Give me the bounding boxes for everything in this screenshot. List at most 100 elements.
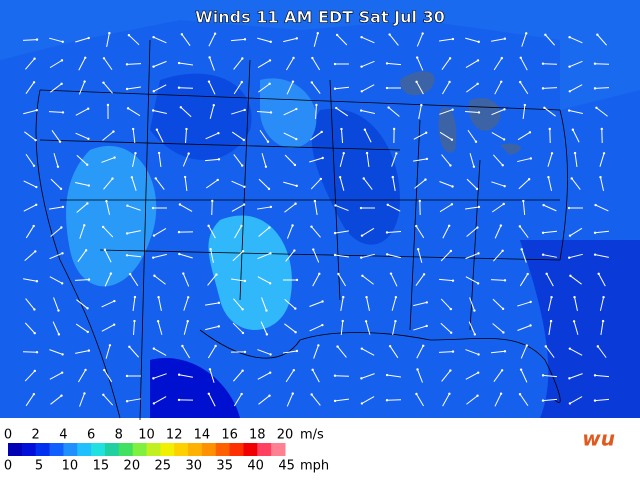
wind-arrow-head — [569, 234, 571, 236]
legend-swatch — [119, 443, 133, 456]
wind-arrow-head — [294, 164, 296, 166]
wind-arrow-head — [36, 38, 38, 40]
wind-arrow-head — [131, 176, 133, 178]
wind-arrow-head — [86, 202, 88, 204]
wind-arrow-head — [388, 33, 390, 35]
wind-arrow-head — [551, 152, 553, 154]
wind-arrow-head — [342, 296, 344, 298]
wind-arrow-head — [126, 232, 128, 234]
wind-arrow-head — [179, 203, 181, 205]
wind-arrow-head — [386, 253, 388, 255]
wind-arrow-head — [500, 393, 502, 395]
wind-arrow-head — [386, 374, 388, 376]
wind-arrow-head — [569, 402, 571, 404]
wind-arrow-head — [152, 377, 154, 379]
wind-arrow-head — [417, 248, 419, 250]
wind-arrow-head — [336, 345, 338, 347]
wind-arrow-head — [88, 37, 90, 39]
wind-arrow-head — [340, 128, 342, 130]
wind-arrow-head — [568, 36, 570, 38]
wind-arrow-head — [110, 272, 112, 274]
wind-arrow-head — [389, 345, 391, 347]
wind-arrow-head — [88, 184, 90, 186]
wind-arrow-head — [542, 63, 544, 65]
legend-swatch — [8, 443, 22, 456]
wind-arrow-head — [334, 204, 336, 206]
wind-arrow-head — [126, 400, 128, 402]
wind-arrow-head — [126, 375, 128, 377]
wind-arrow-head — [215, 273, 217, 275]
wind-arrow-head — [542, 87, 544, 89]
wind-arrow-head — [594, 87, 596, 89]
wind-arrow-head — [178, 87, 180, 89]
wind-arrow-head — [102, 226, 104, 228]
wind-arrow-head — [266, 333, 268, 335]
wind-arrow-head — [422, 345, 424, 347]
wind-arrow — [595, 64, 609, 65]
wind-arrow-head — [158, 152, 160, 154]
mph-label: 45 — [278, 459, 295, 474]
wind-arrow-head — [152, 36, 154, 38]
wind-arrow-head — [571, 177, 573, 179]
wind-arrow-head — [105, 200, 107, 202]
wind-arrow-head — [208, 80, 210, 82]
wind-arrow-head — [478, 111, 480, 113]
wind-arrow-head — [292, 80, 294, 82]
wind-arrow-head — [243, 139, 245, 141]
wind-arrow-head — [386, 87, 388, 89]
legend-swatch — [216, 443, 230, 456]
wind-arrow-head — [267, 141, 269, 143]
wind-arrow-head — [244, 38, 246, 40]
wind-arrow-head — [187, 296, 189, 298]
wind-arrow-head — [318, 273, 320, 275]
wind-arrow-head — [296, 279, 298, 281]
wind-arrow-head — [334, 400, 336, 402]
wind-arrow-head — [528, 178, 530, 180]
wind-arrow-head — [103, 57, 105, 59]
wind-arrow-head — [315, 104, 317, 106]
wind-arrow-head — [113, 156, 115, 158]
wind-arrow-head — [475, 141, 477, 143]
mph-label: 35 — [216, 459, 233, 474]
wind-arrow-head — [218, 302, 220, 304]
wind-arrow-head — [568, 207, 570, 209]
wind-arrow-head — [525, 32, 527, 34]
ms-label: 6 — [87, 428, 95, 443]
wind-arrow-head — [477, 59, 479, 61]
wind-arrow-head — [542, 399, 544, 401]
wind-arrow-head — [476, 395, 478, 397]
wind-arrow-head — [503, 203, 505, 205]
wind-arrow-head — [473, 166, 475, 168]
wind-arrow-head — [448, 81, 450, 83]
wind-arrow-head — [542, 204, 544, 206]
wind-arrow-head — [449, 57, 451, 59]
wind-arrow-head — [34, 250, 36, 252]
wind-arrow-head — [321, 300, 323, 302]
wind-arrow-head — [293, 369, 295, 371]
wind-arrow-head — [543, 107, 545, 109]
legend-swatch — [50, 443, 64, 456]
wind-arrow-head — [602, 320, 604, 322]
wind-arrow-head — [317, 32, 319, 34]
mph-label: 0 — [4, 459, 12, 474]
wind-arrow-head — [59, 141, 61, 143]
wind-arrow-head — [334, 374, 336, 376]
wind-arrow-head — [426, 301, 428, 303]
wind-arrow-head — [86, 164, 88, 166]
wind-arrow-head — [270, 111, 272, 113]
legend-swatch — [63, 443, 77, 456]
wind-arrow-head — [594, 253, 596, 255]
wind-arrow-head — [268, 395, 270, 397]
wind-arrow-head — [111, 177, 113, 179]
wind-arrow-head — [335, 107, 337, 109]
wind-arrow-head — [569, 347, 571, 349]
wind-arrow-head — [337, 273, 339, 275]
wind-arrow-head — [595, 107, 597, 109]
wind-arrow-head — [187, 152, 189, 154]
wind-arrow-head — [57, 309, 59, 311]
logo: wu — [582, 427, 615, 451]
wind-arrow-head — [180, 106, 182, 108]
wind-arrow-head — [361, 275, 363, 277]
wind-arrow-head — [33, 308, 35, 310]
